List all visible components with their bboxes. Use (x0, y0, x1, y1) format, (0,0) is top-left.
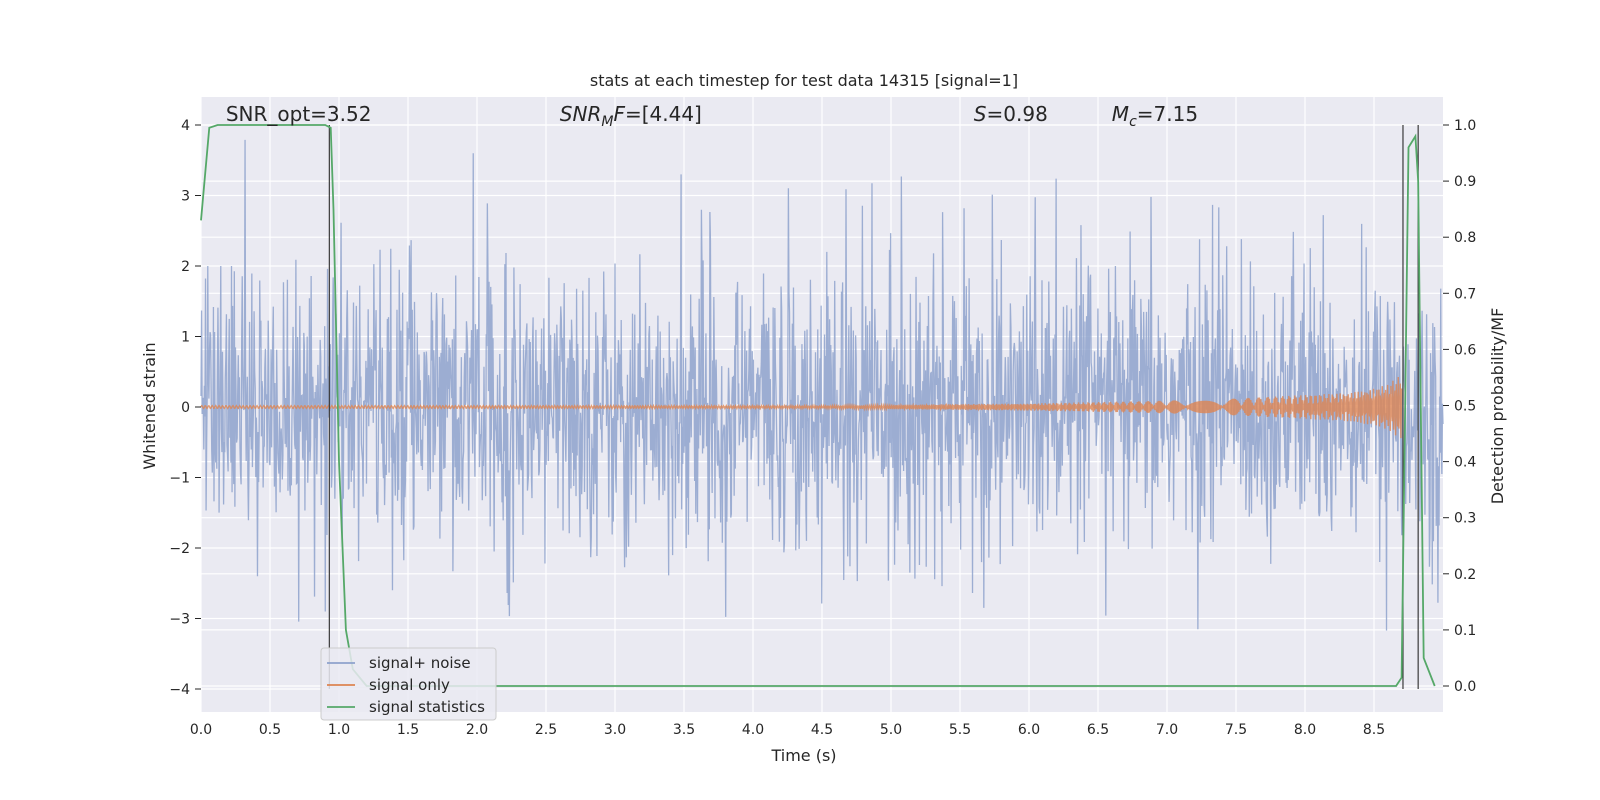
y-tick-label-left: −1 (169, 471, 190, 487)
x-tick-label: 1.5 (397, 722, 419, 738)
x-tick-label: 6.0 (1018, 722, 1040, 738)
series-signal-only-line (200, 376, 1403, 439)
x-tick-label: 4.0 (742, 722, 764, 738)
annotation-3: Mc=7.15 (1112, 102, 1198, 130)
y-tick-label-right: 0.5 (1454, 399, 1476, 415)
x-tick-label: 0.5 (259, 722, 281, 738)
x-tick-label: 8.5 (1363, 722, 1385, 738)
y-tick-label-right: 0.8 (1454, 230, 1476, 246)
chart-title: stats at each timestep for test data 143… (590, 71, 1018, 90)
y-tick-label-right: 0.7 (1454, 286, 1476, 302)
x-tick-label: 7.0 (1156, 722, 1178, 738)
y-axis-left-label: Whitened strain (140, 342, 159, 469)
y-tick-label-right: 0.6 (1454, 342, 1476, 358)
x-tick-label: 2.0 (466, 722, 488, 738)
x-tick-label: 0.0 (190, 722, 212, 738)
legend-box (320, 647, 497, 721)
y-tick-label-right: 0.9 (1454, 174, 1476, 190)
y-axis-right-label: Detection probability/MF (1488, 308, 1507, 505)
x-tick-label: 2.5 (535, 722, 557, 738)
annotation-0: SNR_opt=3.52 (226, 102, 372, 126)
y-tick-label-right: 0.0 (1454, 679, 1476, 695)
y-tick-label-right: 0.2 (1454, 567, 1476, 583)
y-tick-label-left: 0 (181, 400, 190, 416)
annotation-2: S=0.98 (974, 102, 1048, 126)
y-tick-label-left: 4 (181, 118, 190, 134)
x-tick-label: 3.5 (673, 722, 695, 738)
y-tick-label-left: 2 (181, 259, 190, 275)
y-tick-label-left: −2 (169, 541, 190, 557)
y-tick-label-right: 0.1 (1454, 623, 1476, 639)
x-tick-label: 3.0 (604, 722, 626, 738)
legend-entry-label: signal only (369, 676, 450, 694)
x-tick-label: 7.5 (1225, 722, 1247, 738)
annotation-1: SNRMF=[4.44] (560, 102, 702, 130)
y-tick-label-left: 3 (181, 189, 190, 205)
legend-entry-label: signal statistics (369, 698, 485, 716)
y-tick-label-left: −4 (169, 682, 190, 698)
x-tick-label: 1.0 (328, 722, 350, 738)
y-tick-label-right: 0.4 (1454, 455, 1476, 471)
x-tick-label: 8.0 (1294, 722, 1316, 738)
x-axis-label: Time (s) (770, 746, 836, 765)
legend-entry-label: signal+ noise (369, 654, 471, 672)
x-tick-label: 6.5 (1087, 722, 1109, 738)
x-tick-label: 5.5 (949, 722, 971, 738)
y-tick-label-right: 0.3 (1454, 511, 1476, 527)
y-tick-label-left: −3 (169, 612, 190, 628)
x-tick-label: 4.5 (811, 722, 833, 738)
legend: signal+ noise signal only signal statistic… (320, 647, 497, 721)
y-tick-label-left: 1 (181, 330, 190, 346)
y-tick-label-right: 1.0 (1454, 118, 1476, 134)
x-tick-label: 5.0 (880, 722, 902, 738)
